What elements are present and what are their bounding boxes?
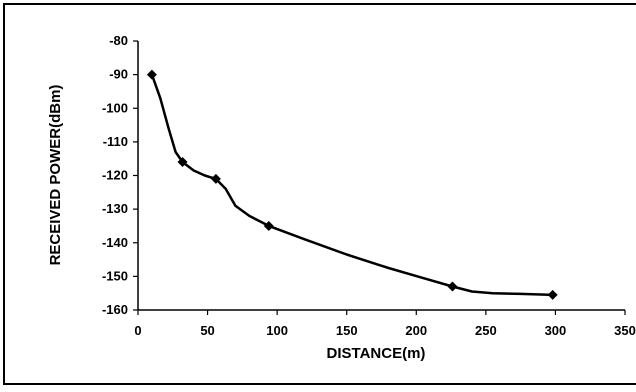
x-tick-label: 0 <box>134 323 141 338</box>
x-tick-label: 300 <box>545 323 567 338</box>
y-tick-label: -150 <box>102 268 128 283</box>
data-point-marker <box>177 157 188 168</box>
y-axis-title: RECEIVED POWER(dBm) <box>47 85 64 266</box>
data-point-marker <box>547 289 558 300</box>
data-point-marker <box>146 69 157 80</box>
y-tick-label: -80 <box>109 33 128 48</box>
y-tick-label: -140 <box>102 235 128 250</box>
y-tick-label: -120 <box>102 168 128 183</box>
data-point-marker <box>210 173 221 184</box>
y-tick-label: -160 <box>102 302 128 317</box>
axes <box>133 40 626 315</box>
series-line <box>150 73 554 297</box>
x-tick-label: 200 <box>405 323 427 338</box>
x-tick-label: 100 <box>266 323 288 338</box>
y-tick-label: -130 <box>102 201 128 216</box>
x-tick-label: 50 <box>200 323 214 338</box>
y-tick-label: -110 <box>103 134 128 149</box>
x-tick-label: 350 <box>614 323 636 338</box>
x-tick-label: 250 <box>475 323 497 338</box>
data-point-marker <box>263 220 274 231</box>
y-tick-label: -100 <box>102 100 128 115</box>
series <box>146 69 558 300</box>
tick-labels: -80 -90 -100 -110 -120 -130 -140 -150 -160 0 50 100… <box>102 33 636 338</box>
data-point-marker <box>447 281 458 292</box>
y-tick-label: -90 <box>109 67 128 82</box>
x-axis-title: DISTANCE(m) <box>327 345 426 362</box>
chart-frame <box>3 3 636 385</box>
x-tick-label: 150 <box>336 323 358 338</box>
